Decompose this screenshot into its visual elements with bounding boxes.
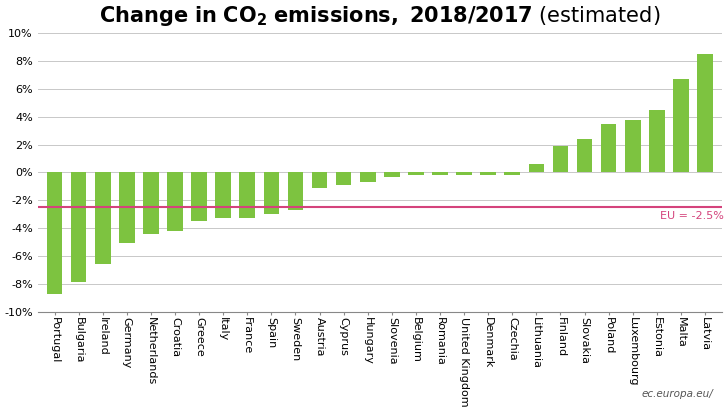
Bar bbox=[215, 173, 231, 218]
Bar bbox=[529, 164, 544, 173]
Bar bbox=[167, 173, 183, 231]
Bar bbox=[264, 173, 279, 214]
Bar bbox=[408, 173, 424, 175]
Bar bbox=[601, 124, 617, 173]
Bar bbox=[625, 120, 641, 173]
Bar bbox=[47, 173, 63, 293]
Bar bbox=[697, 54, 713, 173]
Bar bbox=[288, 173, 304, 210]
Text: EU = -2.5%: EU = -2.5% bbox=[660, 211, 724, 222]
Title: $\bf{Change\ in\ CO_2\ emissions,\ 2018/2017}$ (estimated): $\bf{Change\ in\ CO_2\ emissions,\ 2018/… bbox=[99, 4, 660, 28]
Text: ec.europa.eu/: ec.europa.eu/ bbox=[641, 389, 713, 399]
Bar bbox=[191, 173, 207, 221]
Bar bbox=[480, 173, 496, 175]
Bar bbox=[336, 173, 352, 185]
Bar bbox=[312, 173, 328, 188]
Bar bbox=[240, 173, 255, 218]
Bar bbox=[360, 173, 376, 182]
Bar bbox=[577, 139, 593, 173]
Bar bbox=[505, 173, 520, 175]
Bar bbox=[384, 173, 400, 177]
Bar bbox=[649, 110, 665, 173]
Bar bbox=[71, 173, 87, 282]
Bar bbox=[673, 79, 689, 173]
Bar bbox=[553, 146, 569, 173]
Bar bbox=[119, 173, 135, 243]
Bar bbox=[456, 173, 472, 175]
Bar bbox=[143, 173, 159, 234]
Bar bbox=[95, 173, 111, 264]
Bar bbox=[432, 173, 448, 175]
